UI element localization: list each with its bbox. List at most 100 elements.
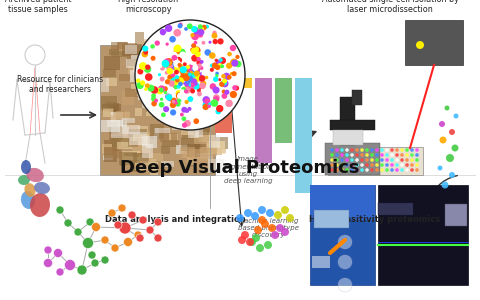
Circle shape [151,93,156,98]
Circle shape [385,158,389,162]
Circle shape [165,80,170,84]
Circle shape [172,80,178,86]
Circle shape [271,231,279,239]
Bar [208,136,228,149]
Circle shape [330,148,334,152]
Circle shape [340,163,344,167]
Circle shape [167,68,173,74]
Circle shape [118,204,126,212]
Circle shape [188,74,192,78]
Bar [172,60,186,74]
Circle shape [167,94,174,101]
Circle shape [174,68,181,75]
Bar [192,46,211,59]
Circle shape [44,259,52,268]
Circle shape [151,86,158,94]
Circle shape [179,22,183,27]
Bar [161,160,174,167]
Circle shape [218,78,221,81]
Bar [104,56,120,70]
Circle shape [177,99,181,103]
Circle shape [156,88,163,94]
Ellipse shape [21,160,31,174]
FancyBboxPatch shape [310,185,375,285]
Circle shape [228,52,232,56]
Circle shape [173,46,180,52]
Circle shape [176,77,184,85]
Circle shape [174,45,181,52]
Circle shape [192,72,198,77]
Bar [235,78,252,88]
Bar [169,52,186,63]
Bar [111,128,129,138]
Bar [127,118,135,123]
Circle shape [174,85,178,89]
Circle shape [219,81,225,87]
Circle shape [145,83,150,88]
Circle shape [188,96,193,102]
Circle shape [175,51,179,55]
Circle shape [375,168,379,172]
Circle shape [452,145,458,152]
Circle shape [345,153,349,157]
Circle shape [395,168,399,172]
Circle shape [350,168,354,172]
Bar [157,114,173,121]
Circle shape [171,55,178,61]
Bar [109,122,119,134]
Circle shape [194,75,200,80]
Bar [194,125,210,131]
Bar [192,51,212,59]
Circle shape [222,89,226,94]
Bar [275,78,292,143]
Circle shape [186,68,191,73]
Circle shape [350,158,354,162]
Circle shape [142,46,148,52]
Circle shape [236,214,244,222]
Circle shape [176,101,180,106]
Text: Automated single-cell isolation by
laser microdissection: Automated single-cell isolation by laser… [322,0,458,14]
Circle shape [171,77,178,84]
Bar [183,76,195,90]
Circle shape [187,73,192,77]
Circle shape [201,25,207,30]
Bar [109,138,120,147]
Circle shape [221,93,228,99]
Circle shape [170,69,174,74]
Circle shape [64,260,75,271]
Circle shape [188,73,192,76]
Bar [209,86,223,91]
Bar [295,78,312,193]
Bar [187,124,201,128]
Circle shape [185,78,191,84]
Bar [210,64,222,70]
Bar [172,124,188,130]
Circle shape [193,28,200,34]
Circle shape [355,168,359,172]
Circle shape [170,79,174,82]
Bar [144,132,150,144]
Circle shape [207,104,211,108]
Circle shape [232,85,238,90]
Bar [206,56,224,68]
Circle shape [191,73,197,80]
Circle shape [193,118,199,124]
Circle shape [154,234,162,242]
Bar [173,119,188,125]
Circle shape [166,43,169,46]
Bar [198,71,206,82]
Bar [110,136,131,148]
Bar [194,133,211,144]
Bar [198,85,207,98]
Circle shape [375,163,379,167]
Circle shape [193,74,201,81]
Bar [105,102,117,106]
Circle shape [338,235,352,249]
Circle shape [230,91,237,98]
Bar [195,127,203,137]
Bar [170,73,177,80]
Circle shape [137,69,144,75]
Circle shape [101,256,109,264]
Circle shape [400,158,404,162]
Bar [211,79,220,91]
